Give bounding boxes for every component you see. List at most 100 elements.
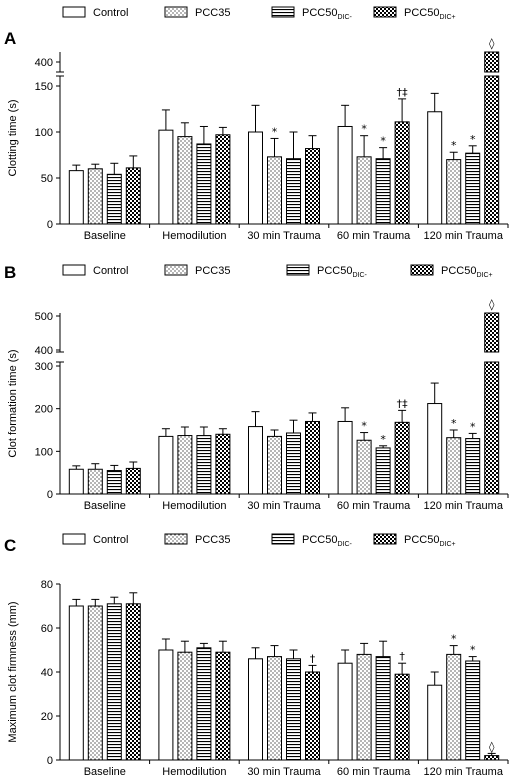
significance-marker: †‡: [397, 397, 409, 410]
bar: [267, 156, 282, 225]
legend-label: Control: [93, 7, 128, 19]
bar: [394, 673, 410, 761]
bar: [177, 136, 193, 225]
category-label: 120 min Trauma: [423, 766, 503, 778]
bar: [215, 134, 231, 225]
bar: [286, 432, 301, 495]
bar: [215, 433, 231, 495]
category-label: Hemodilution: [162, 766, 226, 778]
y-tick-label: 20: [41, 711, 53, 723]
legend-swatch: [164, 264, 188, 276]
y-tick-label: 100: [35, 446, 53, 458]
bar: [427, 111, 443, 225]
bar: [125, 467, 141, 495]
legend-swatch: [271, 6, 295, 18]
category-label: Baseline: [84, 500, 126, 512]
significance-marker: *: [272, 125, 278, 138]
bar: [158, 129, 174, 225]
legend-swatch: [410, 264, 434, 276]
y-axis-title: Clot formation time (s): [7, 349, 19, 457]
significance-marker: †: [399, 650, 405, 663]
bar: [196, 143, 212, 225]
bar: [446, 437, 462, 495]
bar: [267, 435, 282, 495]
y-tick-label: 400: [35, 57, 53, 69]
category-label: 60 min Trauma: [337, 500, 411, 512]
legend-swatch: [286, 264, 310, 276]
legend-label: PCC50DIC-: [317, 265, 368, 279]
legend-swatch: [164, 533, 188, 545]
category-label: 30 min Trauma: [247, 500, 321, 512]
bar: [375, 158, 391, 225]
category-label: 60 min Trauma: [337, 766, 411, 778]
bar: [356, 439, 372, 495]
bar: [267, 656, 282, 761]
y-tick-label: 500: [35, 311, 53, 323]
legend-label: Control: [93, 265, 128, 277]
legend-label: PCC50DIC+: [441, 265, 493, 279]
y-tick-label: 0: [47, 219, 53, 231]
y-tick-label: 300: [35, 361, 53, 373]
panel-a: A Control PCC35 PCC50DIC- PCC50DIC+ Clotting …: [4, 6, 509, 242]
y-tick-label: 0: [47, 489, 53, 501]
bar: [87, 168, 103, 225]
category-label: Baseline: [84, 766, 126, 778]
significance-marker: *: [451, 139, 457, 152]
bar: [427, 684, 443, 761]
legend-label: PCC50DIC+: [404, 7, 456, 21]
bar: [248, 426, 263, 495]
y-tick-label: 50: [41, 173, 53, 185]
bar: [356, 156, 372, 225]
bar: [484, 361, 500, 495]
bar: [375, 447, 391, 495]
significance-marker: *: [470, 644, 476, 657]
bar: [337, 662, 353, 761]
legend-swatch: [62, 533, 86, 545]
bar: [446, 159, 462, 225]
legend-swatch: [271, 533, 295, 545]
bar: [106, 603, 122, 761]
bar: [465, 660, 481, 761]
y-tick-label: 200: [35, 404, 53, 416]
y-tick-label: 80: [41, 579, 53, 591]
significance-marker: *: [380, 135, 386, 148]
significance-marker: †‡: [397, 86, 409, 99]
bar: [375, 656, 391, 761]
significance-marker: ◊: [489, 298, 495, 311]
bar: [125, 603, 141, 761]
significance-marker: †: [310, 652, 316, 665]
panel-letter: A: [4, 29, 16, 48]
bar: [484, 75, 500, 225]
bar: [87, 468, 103, 495]
bar: [196, 647, 212, 761]
y-tick-label: 100: [35, 127, 53, 139]
bar: [394, 421, 410, 495]
y-axis-title: Clotting time (s): [7, 99, 19, 176]
legend-label: PCC50DIC-: [302, 534, 353, 548]
bar: [177, 435, 193, 495]
category-label: 30 min Trauma: [247, 230, 321, 242]
bar-upper: [484, 51, 500, 73]
bar: [446, 653, 462, 761]
legend-label: PCC50DIC+: [404, 534, 456, 548]
category-label: Baseline: [84, 230, 126, 242]
y-tick-label: 150: [35, 81, 53, 93]
category-label: Hemodilution: [162, 230, 226, 242]
y-tick-label: 0: [47, 755, 53, 767]
legend-swatch: [373, 533, 397, 545]
bar: [158, 435, 174, 495]
significance-marker: *: [470, 420, 476, 433]
significance-marker: ◊: [489, 37, 495, 50]
bar: [68, 605, 84, 761]
significance-marker: *: [361, 123, 367, 136]
bar: [305, 671, 320, 761]
bar: [248, 658, 263, 761]
significance-marker: ◊: [489, 740, 495, 753]
panel-b: B Control PCC35 PCC50DIC- PCC50DIC+ Clot form…: [4, 263, 509, 512]
bar: [87, 605, 103, 761]
bar: [337, 125, 353, 225]
legend-label: PCC35: [195, 265, 230, 277]
bar: [305, 148, 320, 225]
category-label: 120 min Trauma: [423, 500, 503, 512]
